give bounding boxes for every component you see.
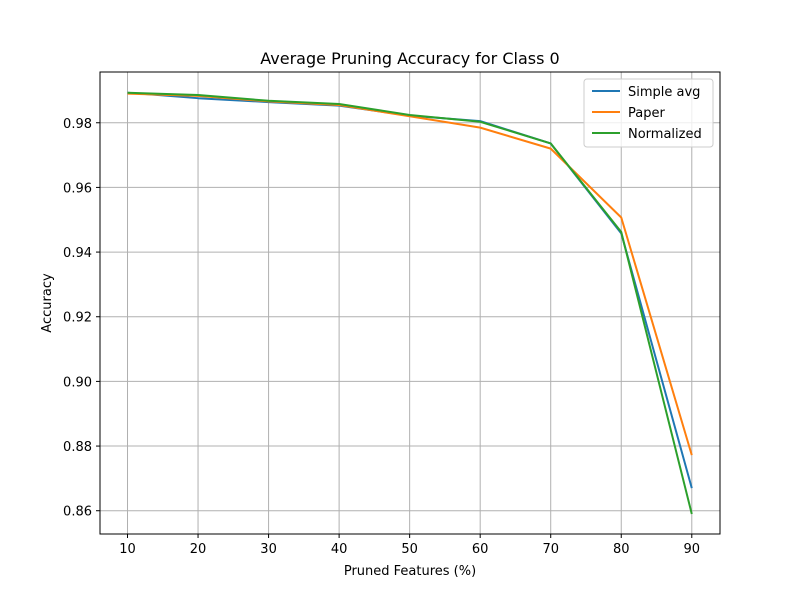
y-tick-label: 0.88	[63, 440, 92, 455]
x-tick-label: 70	[542, 542, 559, 557]
legend: Simple avg Paper Normalized	[583, 78, 714, 148]
x-tick-label: 30	[260, 542, 277, 557]
y-tick-label: 0.94	[63, 246, 92, 261]
x-tick-label: 60	[472, 542, 489, 557]
y-tick-label: 0.86	[63, 505, 92, 520]
x-axis-label: Pruned Features (%)	[344, 564, 476, 579]
axis-ticks: 10 20 30 40 50 60 70 80 90 0.86 0.88 0.90 0.92 0.94 0.…	[63, 117, 700, 557]
grid	[100, 72, 720, 534]
y-tick-label: 0.92	[63, 311, 92, 326]
y-tick-label: 0.98	[63, 117, 92, 132]
legend-label: Paper	[628, 106, 665, 121]
y-tick-label: 0.96	[63, 181, 92, 196]
legend-label: Simple avg	[628, 85, 700, 100]
x-tick-label: 90	[684, 542, 701, 557]
x-tick-label: 40	[331, 542, 348, 557]
y-axis-label: Accuracy	[40, 273, 55, 333]
x-tick-label: 50	[401, 542, 418, 557]
x-tick-label: 20	[190, 542, 207, 557]
x-tick-label: 80	[613, 542, 630, 557]
legend-box	[583, 78, 714, 148]
legend-label: Normalized	[628, 127, 702, 142]
chart-title: Average Pruning Accuracy for Class 0	[260, 49, 559, 68]
series-lines	[127, 91, 693, 515]
y-tick-label: 0.90	[63, 375, 92, 390]
series-line-normalized	[127, 91, 693, 515]
x-tick-label: 10	[119, 542, 136, 557]
